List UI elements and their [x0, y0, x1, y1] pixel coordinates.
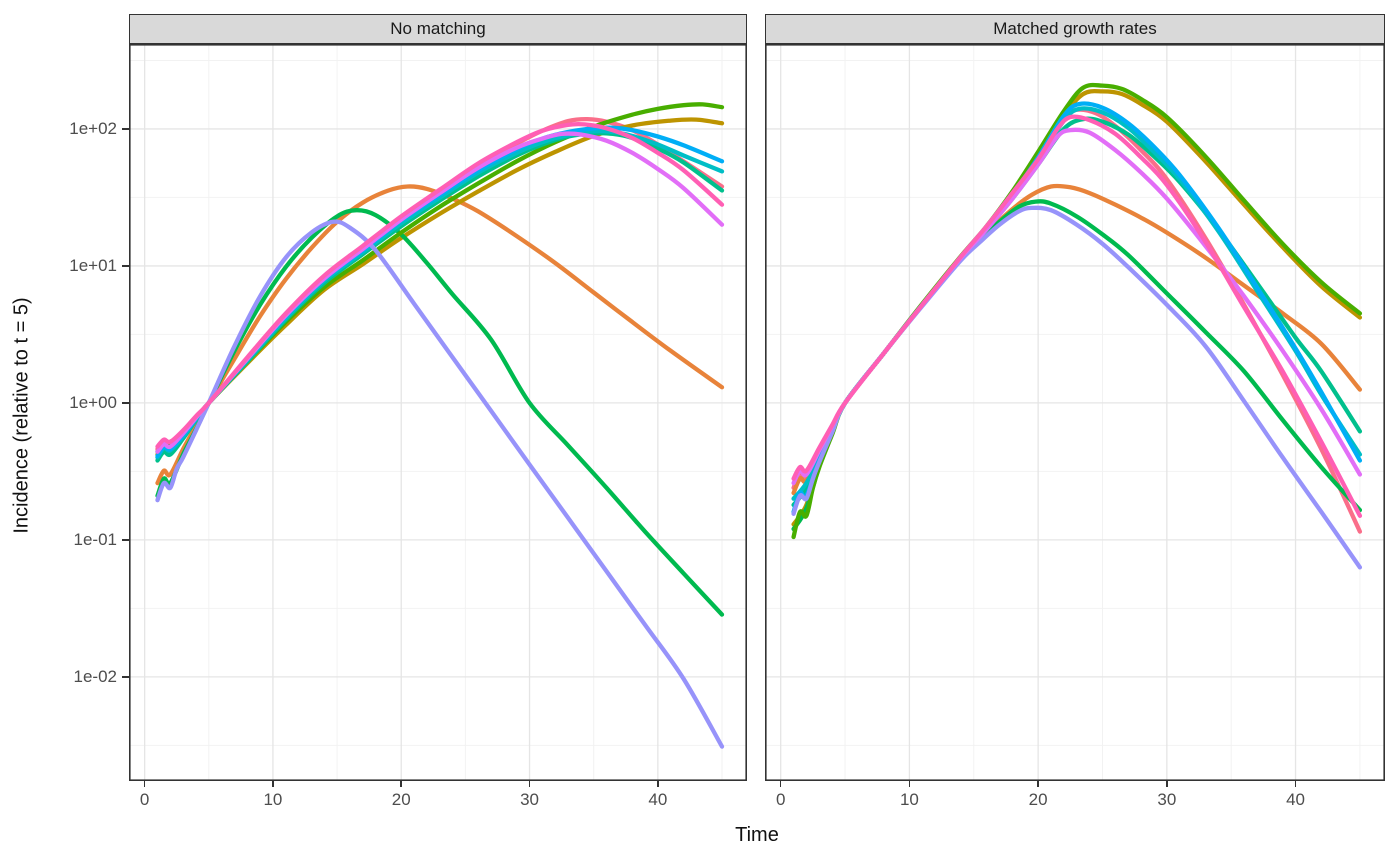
x-tick-label: 20 [1028, 790, 1048, 809]
x-tick-mark [400, 781, 402, 787]
panel-border [129, 44, 747, 781]
y-tick-label: 1e+01 [69, 256, 117, 276]
y-tick-label: 1e+02 [69, 119, 117, 139]
panel-background [129, 44, 747, 781]
x-axis-title: Time [735, 824, 779, 846]
y-tick-mark [122, 128, 129, 130]
facet-strip-no-matching: No matching [129, 14, 747, 44]
facet-strip-label: No matching [390, 19, 486, 38]
series-line-lavender [791, 205, 1363, 570]
panel-border [765, 44, 1385, 781]
y-tick-mark [122, 539, 129, 541]
y-tick-label: 1e-01 [73, 530, 117, 550]
x-tick-mark [1166, 781, 1168, 787]
y-axis-title: Incidence (relative to t = 5) [10, 297, 33, 534]
x-tick-label: 20 [391, 790, 411, 809]
facet-strip-label: Matched growth rates [993, 19, 1157, 38]
x-tick-mark [1294, 781, 1297, 787]
x-tick-label: 30 [520, 790, 539, 809]
y-tick-mark [122, 265, 129, 267]
x-tick-label: 40 [648, 790, 668, 809]
x-tick-mark [908, 781, 911, 787]
x-tick-label: 0 [139, 790, 150, 809]
x-tick-label: 0 [775, 790, 786, 809]
panel-matched-growth-rates [765, 44, 1385, 781]
x-tick-mark [272, 781, 274, 787]
series-line-deep-pink [791, 114, 1363, 518]
x-tick-mark [1037, 781, 1039, 787]
x-tick-label: 10 [899, 790, 919, 809]
y-tick-label: 1e-02 [73, 667, 117, 687]
panel-background [765, 44, 1385, 781]
x-tick-label: 40 [1286, 790, 1305, 809]
y-tick-label: 1e+00 [69, 393, 117, 413]
x-tick-mark [779, 781, 782, 787]
y-tick-mark [122, 676, 129, 678]
x-tick-mark [528, 781, 531, 787]
x-tick-mark [657, 781, 659, 787]
series-line-lavender [155, 219, 725, 749]
y-tick-mark [122, 402, 129, 404]
series-line-deep-pink [155, 121, 725, 449]
x-tick-label: 10 [263, 790, 283, 809]
panel-no-matching [129, 44, 747, 781]
x-tick-label: 30 [1157, 790, 1177, 809]
x-tick-mark [143, 781, 146, 787]
facet-strip-matched-growth-rates: Matched growth rates [765, 14, 1385, 44]
